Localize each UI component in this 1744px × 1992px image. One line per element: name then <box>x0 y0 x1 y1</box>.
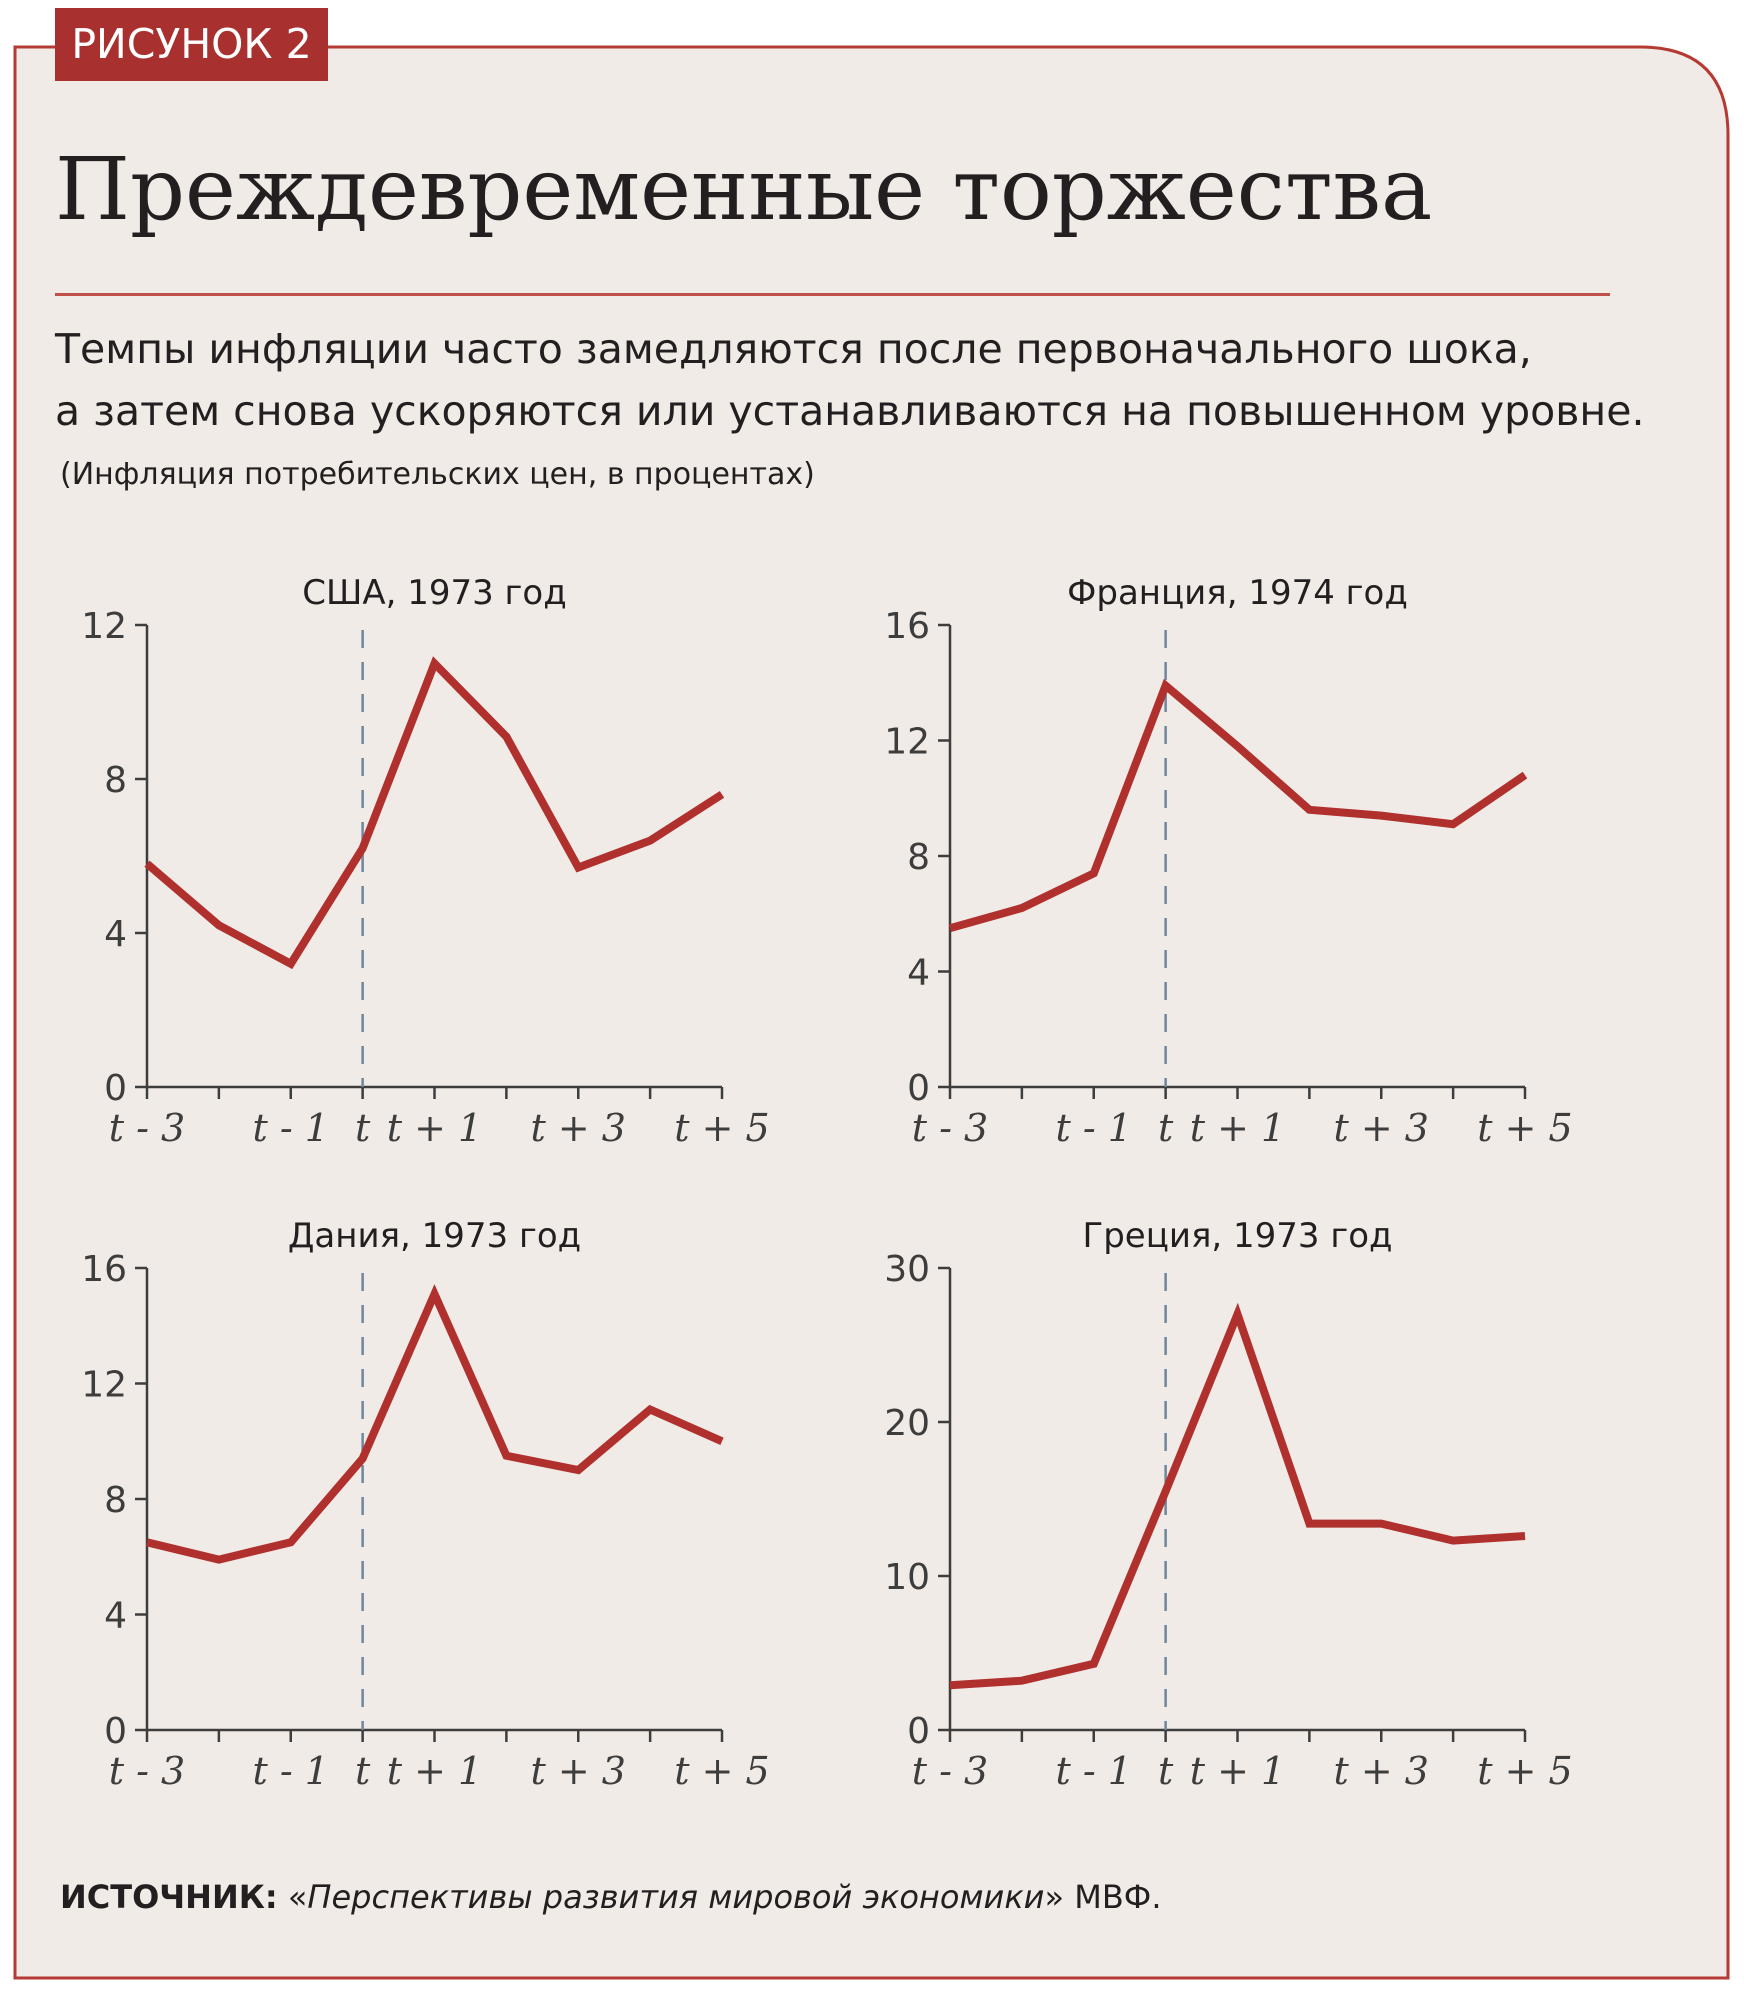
denmark-inflation-line <box>146 1284 724 1564</box>
greece-y-tick-label: 20 <box>884 1403 930 1444</box>
units-note: (Инфляция потребительских цен, в процент… <box>60 457 815 492</box>
france-y-tick-label: 0 <box>907 1068 930 1109</box>
subtitle-line-1: Темпы инфляции часто замедляются после п… <box>55 325 1532 373</box>
france-x-tick-label: t + 3 <box>1334 1106 1429 1150</box>
denmark-y-tick-label: 8 <box>104 1480 127 1521</box>
denmark-y-tick-label: 0 <box>104 1711 127 1752</box>
usa-x-tick-label: t - 1 <box>253 1106 329 1150</box>
greece-x-tick-label: t - 1 <box>1056 1749 1132 1793</box>
denmark-y-tick-label: 4 <box>104 1596 127 1637</box>
france-y-tick-label: 12 <box>884 722 930 763</box>
greece-x-tick-label: t + 5 <box>1477 1749 1572 1793</box>
greece-x-tick-label: t + 1 <box>1190 1749 1285 1793</box>
figure-subtitle: Темпы инфляции часто замедляются после п… <box>55 318 1645 442</box>
usa-y-tick-label: 8 <box>104 760 127 801</box>
usa-y-tick-label: 0 <box>104 1068 127 1109</box>
greece-y-tick-label: 10 <box>884 1557 930 1598</box>
france-x-tick-label: t <box>1158 1106 1174 1150</box>
denmark-y-tick-label: 12 <box>81 1365 127 1406</box>
denmark-x-tick-label: t + 5 <box>674 1749 769 1793</box>
france-x-tick-label: t - 1 <box>1056 1106 1132 1150</box>
greece-y-tick-label: 0 <box>907 1711 930 1752</box>
greece-x-tick-label: t - 3 <box>912 1749 988 1793</box>
chart-france: Франция, 1974 год 0 4 8 12 16 t - 3 t - 1 t t + 1… <box>884 573 1573 1150</box>
france-y-tick-label: 16 <box>884 606 930 647</box>
denmark-x-tick-label: t + 3 <box>531 1749 626 1793</box>
source-work: Перспективы развития мировой экономики <box>307 1878 1045 1916</box>
subtitle-line-2: а затем снова ускоряются или устанавлива… <box>55 387 1645 435</box>
greece-x-tick-label: t <box>1158 1749 1174 1793</box>
usa-inflation-line <box>144 656 725 970</box>
usa-x-tick-label: t + 5 <box>674 1106 769 1150</box>
france-x-tick-label: t + 1 <box>1190 1106 1285 1150</box>
source-label: ИСТОЧНИК: <box>60 1878 278 1916</box>
figure-title: Преждевременные торжества <box>55 140 1433 240</box>
france-x-tick-label: t + 5 <box>1477 1106 1572 1150</box>
chart-denmark: Дания, 1973 год 0 4 8 12 16 t - 3 t - 1 t t + 1 t … <box>81 1216 770 1793</box>
france-y-tick-label: 8 <box>907 837 930 878</box>
denmark-x-tick-label: t + 1 <box>387 1749 482 1793</box>
greece-y-tick-label: 30 <box>884 1249 930 1290</box>
greece-x-tick-label: t + 3 <box>1334 1749 1429 1793</box>
denmark-x-tick-label: t <box>355 1749 371 1793</box>
france-x-tick-label: t - 3 <box>912 1106 988 1150</box>
france-inflation-line <box>948 678 1528 933</box>
chart-usa: США, 1973 год 0 4 8 12 t - 3 t - 1 t t + 1 t + 3 t… <box>81 573 770 1150</box>
chart-greece: Греция, 1973 год 0 10 20 30 t - 3 t - 1 t t + 1 t… <box>884 1216 1573 1793</box>
usa-x-tick-label: t - 3 <box>109 1106 185 1150</box>
usa-x-tick-label: t + 3 <box>531 1106 626 1150</box>
denmark-x-tick-label: t - 1 <box>253 1749 329 1793</box>
greece-chart-title: Греция, 1973 год <box>1082 1216 1392 1256</box>
usa-chart-title: США, 1973 год <box>302 573 566 613</box>
source-close: » МВФ. <box>1044 1878 1162 1916</box>
title-rule <box>55 293 1610 296</box>
greece-inflation-line <box>949 1302 1526 1690</box>
figure-badge: РИСУНОК 2 <box>55 8 328 81</box>
source-note: ИСТОЧНИК: «Перспективы развития мировой … <box>60 1878 1162 1916</box>
source-open-quote: « <box>277 1878 308 1916</box>
france-y-tick-label: 4 <box>907 953 930 994</box>
denmark-y-tick-label: 16 <box>81 1249 127 1290</box>
usa-x-tick-label: t + 1 <box>387 1106 482 1150</box>
denmark-chart-title: Дания, 1973 год <box>288 1216 581 1256</box>
usa-y-tick-label: 12 <box>81 606 127 647</box>
usa-x-tick-label: t <box>355 1106 371 1150</box>
france-chart-title: Франция, 1974 год <box>1067 573 1408 613</box>
denmark-x-tick-label: t - 3 <box>109 1749 185 1793</box>
usa-y-tick-label: 4 <box>104 914 127 955</box>
